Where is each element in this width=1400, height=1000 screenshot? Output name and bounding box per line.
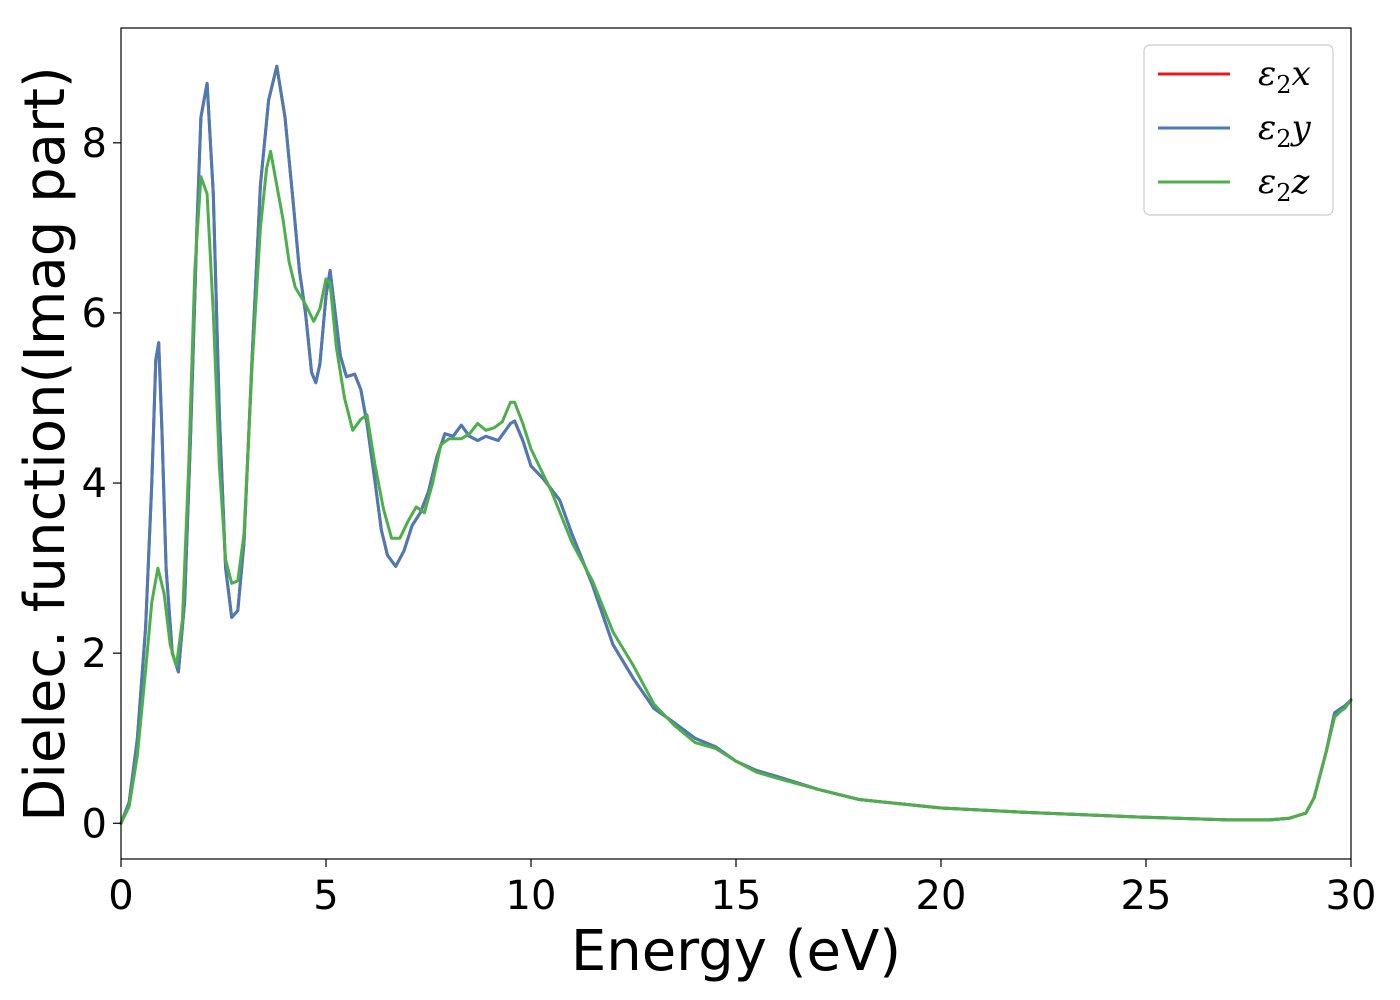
y-tick-label: 6 — [82, 291, 107, 337]
y-tick-label: 8 — [82, 121, 107, 167]
legend-label-z: ε2z — [1258, 162, 1311, 207]
y-tick-label: 2 — [82, 631, 107, 677]
y-tick-label: 4 — [82, 461, 107, 507]
x-axis-ticks: 0 5 10 15 20 25 30 — [108, 859, 1376, 919]
x-axis-label: Energy (eV) — [571, 919, 901, 984]
legend-box — [1143, 44, 1334, 216]
x-tick-label: 20 — [916, 873, 967, 919]
x-tick-label: 5 — [313, 873, 338, 919]
series-line-z — [119, 149, 1353, 825]
legend-label-x: ε2x — [1258, 54, 1311, 99]
x-tick-label: 15 — [711, 873, 762, 919]
legend: ε2x ε2y ε2z — [1143, 44, 1334, 216]
x-tick-label: 10 — [506, 873, 557, 919]
x-tick-label: 0 — [108, 873, 133, 919]
y-axis-ticks: 0 2 4 6 8 — [82, 121, 121, 847]
y-axis-label: Dielec. function(Imag part) — [13, 66, 78, 822]
x-tick-label: 25 — [1121, 873, 1172, 919]
x-tick-label: 30 — [1326, 873, 1377, 919]
y-tick-label: 0 — [82, 801, 107, 847]
series-layer — [119, 64, 1353, 825]
legend-label-y: ε2y — [1258, 108, 1312, 153]
